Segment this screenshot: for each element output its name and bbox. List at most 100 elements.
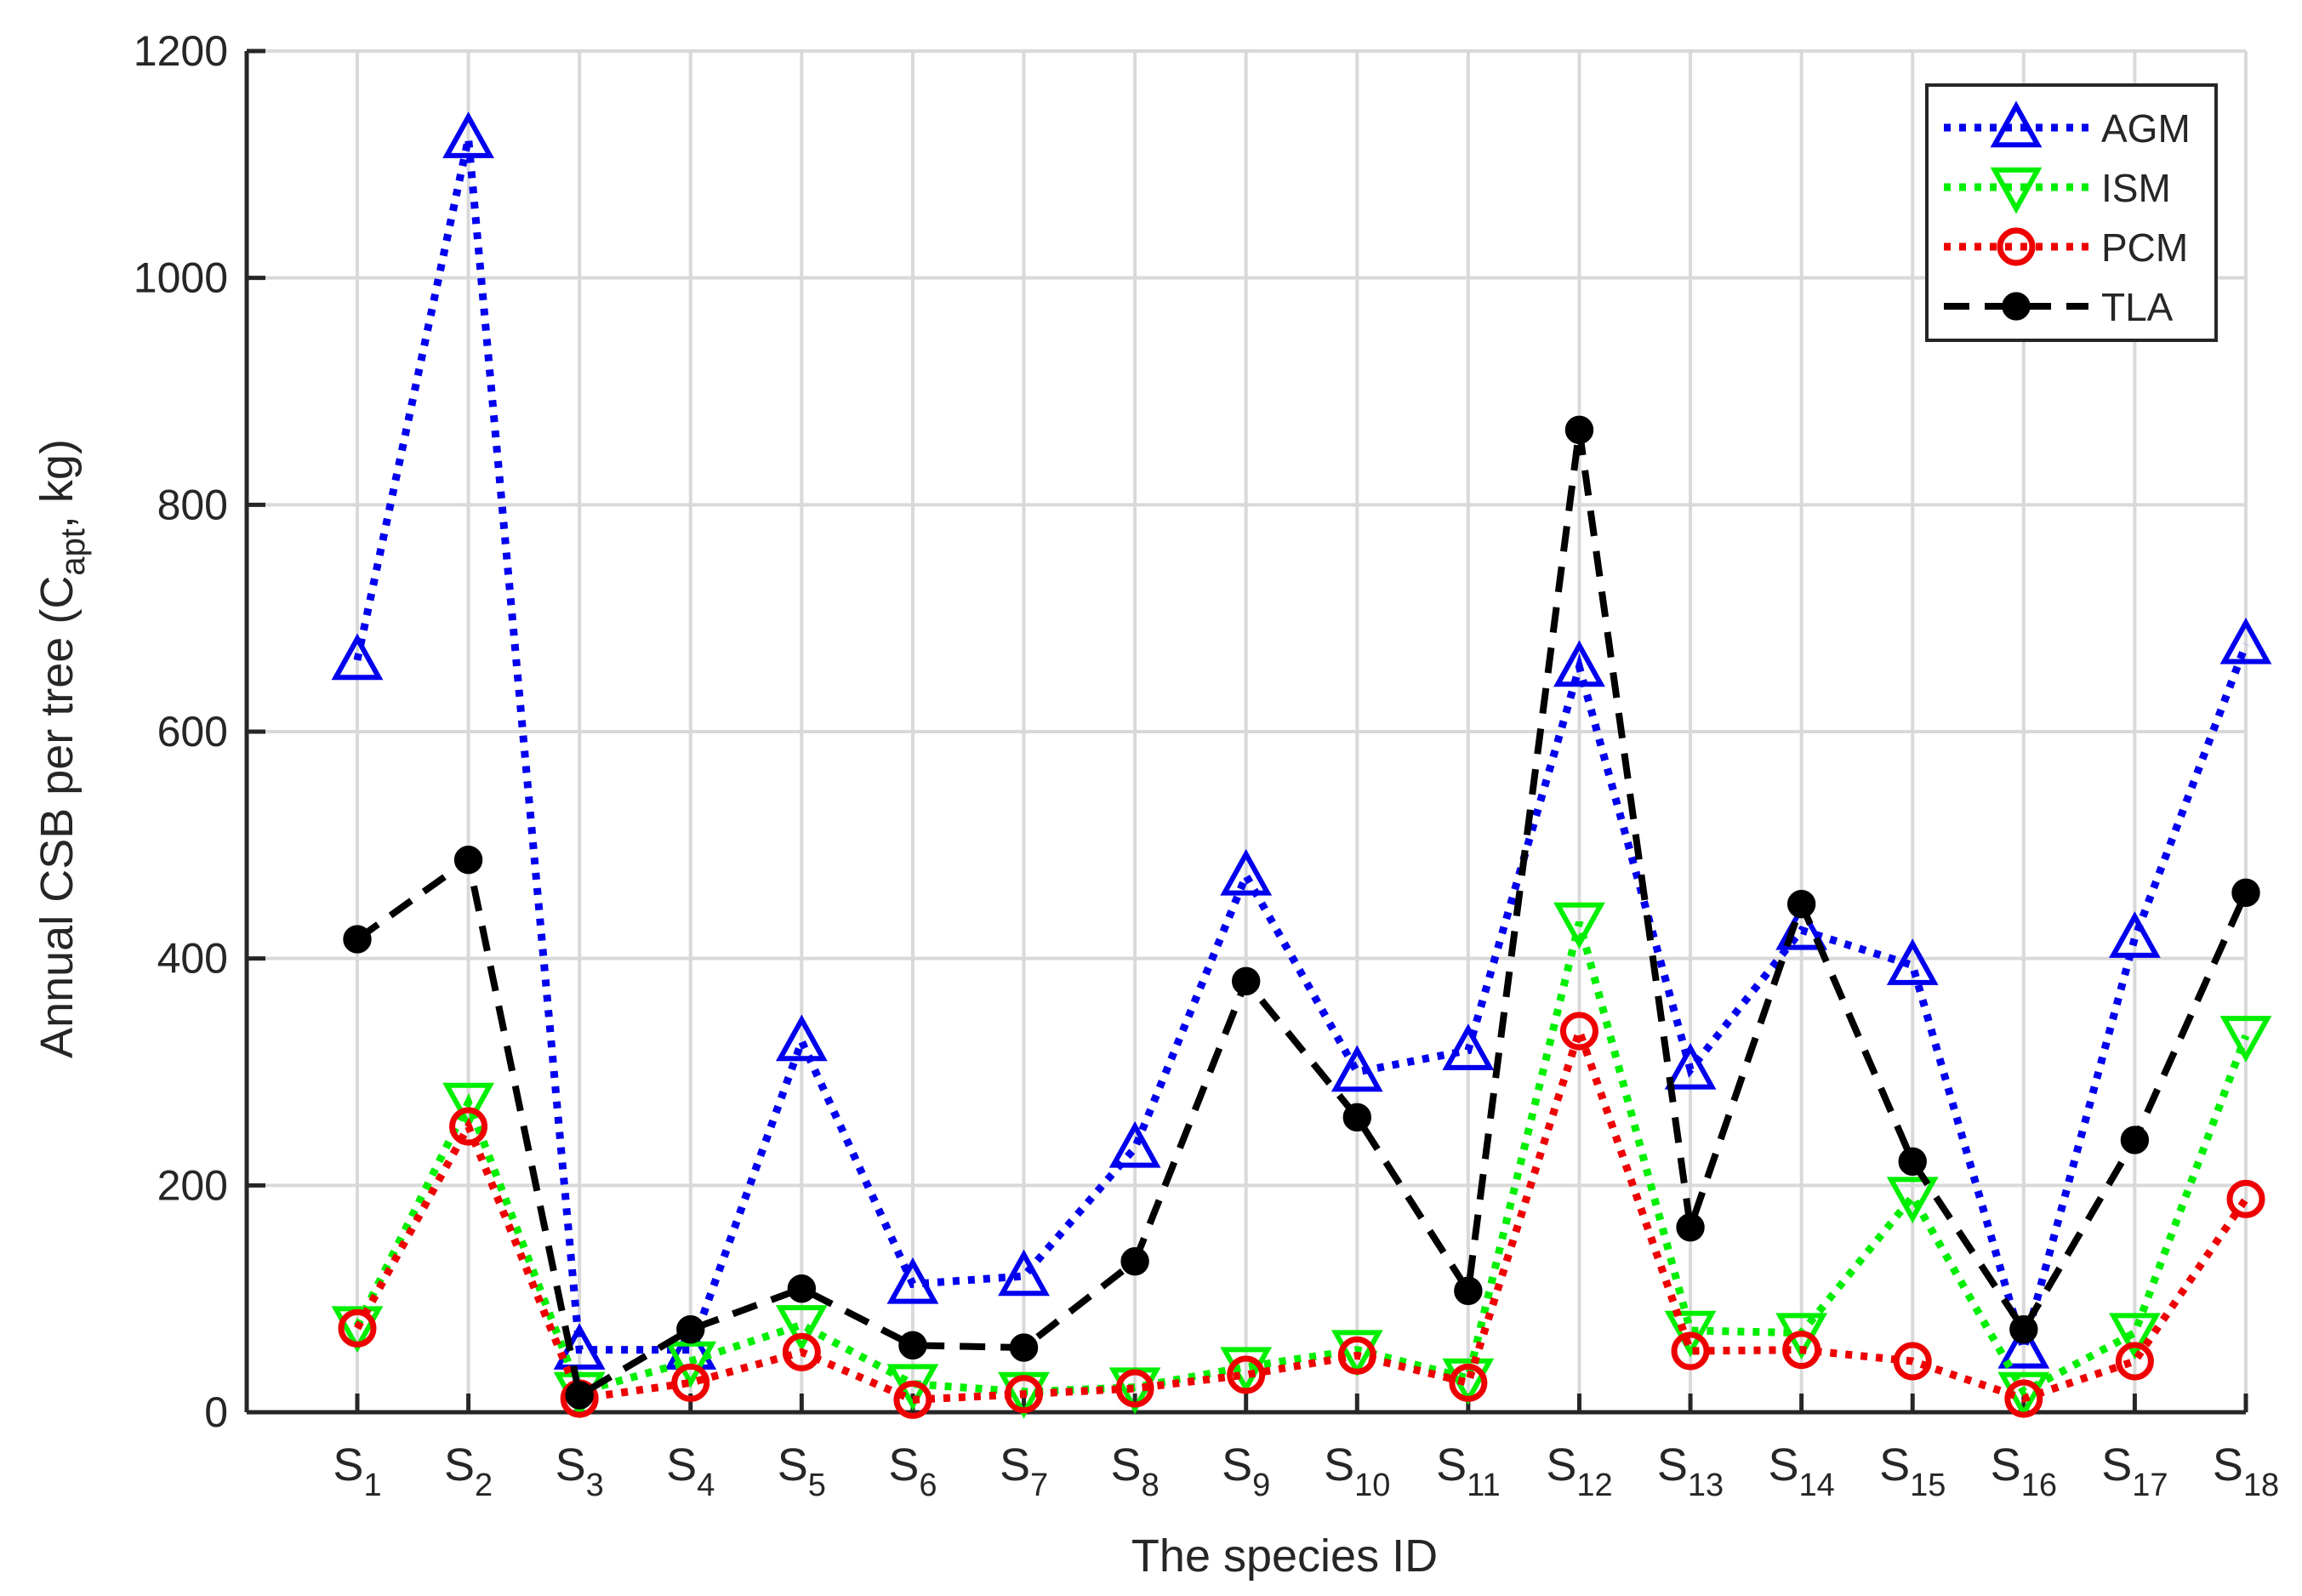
data-point [1671, 1331, 1710, 1371]
axes: 0 200 400 600 800 1000 1200 S1 S2 S3 S4 S5 S6 S7 S8 S9 S… [134, 27, 2279, 1503]
x-tick-label: S14 [1768, 1439, 1834, 1503]
data-point [782, 1332, 821, 1371]
x-tick-label: S15 [1879, 1439, 1946, 1503]
y-tick-label: 200 [157, 1161, 228, 1209]
x-tick-label: S12 [1546, 1439, 1612, 1503]
data-point [664, 1341, 717, 1388]
legend-label: TLA [2101, 285, 2174, 329]
series-line [355, 429, 2249, 1401]
y-tick-label: 600 [157, 708, 228, 755]
series-line [353, 921, 2250, 1398]
y-tick-label: 800 [157, 481, 228, 528]
legend-item-ism: ISM [1944, 166, 2171, 214]
data-point [2231, 878, 2260, 908]
legend-label: AGM [2101, 106, 2191, 151]
data-point [1337, 1336, 1376, 1375]
axis-labels: The species ID Annual CSB per tree (Capt,… [31, 439, 1438, 1582]
data-point [1009, 1333, 1039, 1362]
x-tick-label: S1 [333, 1439, 381, 1503]
data-point [1782, 1331, 1821, 1370]
legend-label: ISM [2101, 166, 2171, 210]
data-point [1990, 167, 2043, 214]
x-tick-label: S9 [1222, 1439, 1270, 1503]
data-point [1005, 1375, 1044, 1414]
series-tla [343, 415, 2260, 1410]
data-point [1676, 1212, 1705, 1242]
data-point [671, 1363, 710, 1402]
data-point [331, 1306, 384, 1354]
data-point [2115, 1342, 2154, 1381]
data-point [1664, 1042, 1717, 1090]
x-tick-label: S4 [666, 1439, 715, 1503]
x-tick-label: S11 [1436, 1439, 1500, 1503]
data-point [1553, 902, 1605, 949]
x-tick-label: S7 [1000, 1439, 1048, 1503]
data-point [453, 845, 483, 875]
x-tick-label: S3 [556, 1439, 604, 1503]
data-point [1886, 938, 1939, 985]
data-point [1997, 227, 2036, 266]
data-point [2009, 1314, 2038, 1344]
data-point [1997, 1321, 2050, 1369]
x-tick-label: S5 [778, 1439, 826, 1503]
data-point [442, 1082, 494, 1130]
data-point [1454, 1276, 1483, 1306]
data-point [338, 1308, 377, 1348]
data-point [1893, 1342, 1932, 1381]
data-point [2226, 1179, 2265, 1218]
series-pcm [338, 1012, 2265, 1419]
legend-item-tla: TLA [1944, 285, 2174, 329]
data-point [442, 111, 494, 158]
data-point [565, 1381, 594, 1410]
data-point [331, 633, 384, 681]
x-tick-label: S6 [888, 1439, 937, 1503]
data-point [787, 1274, 817, 1303]
x-tick-label: S18 [2213, 1439, 2279, 1503]
legend: AGM ISM PCM TLA [1925, 83, 2218, 342]
data-point [893, 1380, 932, 1419]
data-point [1449, 1363, 1488, 1402]
data-point [1227, 1355, 1266, 1394]
data-point [1220, 1347, 1273, 1394]
x-tick-label: S8 [1111, 1439, 1160, 1503]
legend-label: PCM [2101, 225, 2188, 270]
data-point [1342, 1103, 1371, 1132]
data-point [1559, 1012, 1598, 1051]
data-point [1442, 1358, 1495, 1405]
x-tick-label: S17 [2101, 1439, 2168, 1503]
data-point [886, 1257, 939, 1304]
data-point [898, 1331, 927, 1360]
data-point [2109, 1313, 2161, 1360]
y-tick-label: 400 [157, 935, 228, 983]
x-tick-label: S16 [1991, 1439, 2057, 1503]
data-point [998, 1371, 1050, 1419]
data-point [775, 1305, 828, 1352]
data-point [1664, 1310, 1717, 1358]
data-point [1886, 1177, 1939, 1224]
data-point [775, 1014, 828, 1062]
data-point [1115, 1369, 1154, 1408]
y-tick-label: 1200 [134, 27, 228, 75]
data-point [2219, 1016, 2272, 1063]
data-point [1553, 640, 1605, 687]
x-tick-label: S2 [444, 1439, 493, 1503]
data-point [1232, 966, 1261, 996]
data-point [2004, 1379, 2043, 1418]
data-point [1442, 1023, 1495, 1070]
series-layer [331, 111, 2272, 1419]
data-point [1786, 889, 1816, 919]
x-tick-label: S10 [1324, 1439, 1390, 1503]
data-point [2219, 617, 2272, 664]
data-point [1120, 1246, 1149, 1276]
data-point [2109, 911, 2161, 958]
data-point [2002, 292, 2031, 321]
x-axis-title: The species ID [1131, 1530, 1438, 1582]
data-point [449, 1107, 488, 1146]
y-tick-label: 0 [204, 1388, 228, 1436]
data-point [1108, 1120, 1161, 1168]
data-point [1898, 1147, 1927, 1177]
data-point [1330, 1045, 1383, 1092]
